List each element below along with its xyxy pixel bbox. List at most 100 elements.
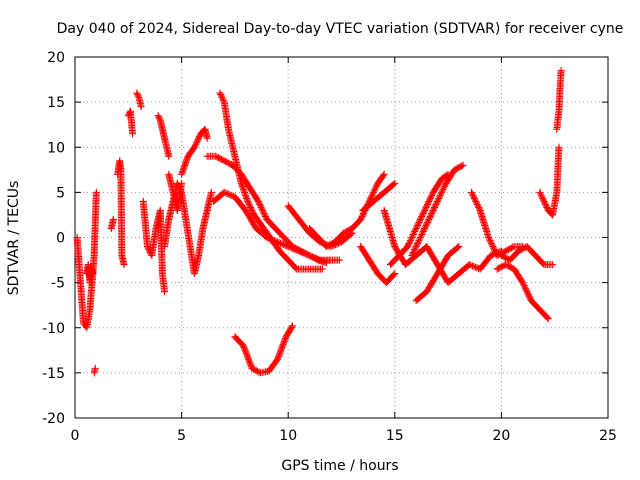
- data-point-marker: [277, 346, 285, 354]
- data-point-marker: [405, 240, 413, 248]
- data-point-marker: [423, 218, 431, 226]
- data-point-marker: [427, 211, 435, 219]
- data-point-marker: [280, 337, 288, 345]
- data-point-marker: [491, 247, 499, 255]
- data-point-marker: [423, 220, 431, 228]
- data-point-marker: [137, 101, 145, 109]
- data-point-marker: [438, 187, 446, 195]
- data-point-marker: [217, 92, 225, 100]
- data-point-marker: [537, 191, 545, 199]
- data-point-marker: [253, 195, 261, 203]
- data-point-marker: [358, 212, 366, 220]
- data-point-marker: [247, 361, 255, 369]
- data-point-marker: [290, 245, 298, 253]
- data-point-marker: [225, 190, 233, 198]
- data-point-marker: [433, 197, 441, 205]
- data-point-marker: [199, 226, 207, 234]
- data-point-marker: [328, 240, 336, 248]
- data-point-marker: [242, 349, 250, 357]
- data-point-marker: [414, 240, 422, 248]
- data-point-marker: [521, 283, 529, 291]
- data-point-marker: [272, 358, 280, 366]
- data-point-marker: [372, 182, 380, 190]
- data-point-marker: [298, 248, 306, 256]
- data-point-marker: [219, 95, 227, 103]
- data-point-marker: [245, 355, 253, 363]
- data-point-marker: [254, 367, 262, 375]
- data-point-marker: [428, 191, 436, 199]
- data-point-marker: [424, 217, 432, 225]
- data-point-marker: [409, 230, 417, 238]
- data-point-marker: [471, 196, 479, 204]
- data-point-marker: [484, 232, 492, 240]
- data-point-marker: [410, 247, 418, 255]
- data-point-marker: [408, 234, 416, 241]
- data-point-marker: [275, 351, 283, 359]
- data-point-marker: [426, 196, 434, 204]
- data-point-marker: [432, 258, 440, 266]
- data-point-marker: [470, 194, 478, 202]
- data-point-marker: [418, 212, 426, 220]
- data-point-marker: [468, 188, 476, 196]
- data-point-marker: [441, 182, 449, 190]
- data-point-marker: [258, 205, 266, 213]
- data-point-marker: [557, 68, 565, 76]
- data-point-marker: [231, 151, 239, 159]
- data-point-marker: [317, 265, 325, 273]
- data-point-marker: [312, 254, 320, 262]
- data-point-marker: [452, 245, 460, 253]
- data-point-marker: [133, 89, 141, 97]
- data-point-marker: [416, 234, 424, 241]
- data-point-marker: [487, 238, 495, 246]
- data-point-marker: [431, 203, 439, 211]
- data-point-marker: [256, 200, 264, 208]
- x-axis-label: GPS time / hours: [281, 458, 398, 474]
- data-point-marker: [431, 202, 439, 210]
- y-tick-label: -20: [42, 411, 65, 427]
- data-point-marker: [539, 194, 547, 202]
- y-tick-label: 10: [47, 140, 65, 156]
- data-point-marker: [519, 280, 527, 288]
- data-point-marker: [293, 246, 301, 254]
- data-point-marker: [472, 197, 480, 205]
- data-point-marker: [429, 206, 437, 214]
- data-point-marker: [160, 286, 168, 294]
- data-point-marker: [177, 181, 185, 189]
- data-point-marker: [372, 267, 380, 275]
- data-point-marker: [458, 162, 466, 170]
- data-point-marker: [411, 227, 419, 235]
- data-point-marker: [449, 169, 457, 177]
- data-point-marker: [280, 241, 288, 249]
- data-point-marker: [276, 349, 284, 357]
- data-point-marker: [245, 200, 253, 208]
- data-point-marker: [291, 263, 299, 271]
- data-point-marker: [418, 230, 426, 238]
- data-point-marker: [520, 282, 528, 290]
- data-point-marker: [411, 226, 419, 234]
- data-point-marker: [128, 128, 136, 136]
- data-point-marker: [189, 146, 197, 154]
- data-point-marker: [407, 235, 415, 243]
- chart-title: Day 040 of 2024, Sidereal Day-to-day VTE…: [57, 21, 624, 37]
- data-point-marker: [427, 193, 435, 201]
- data-point-marker: [369, 190, 377, 198]
- data-point-marker: [92, 190, 100, 198]
- data-point-marker: [220, 97, 228, 105]
- data-point-marker: [217, 155, 225, 163]
- data-point-marker: [379, 172, 387, 180]
- data-point-marker: [226, 191, 234, 199]
- data-point-marker: [261, 226, 269, 234]
- data-point-marker: [404, 241, 412, 249]
- data-point-marker: [473, 200, 481, 208]
- data-point-marker: [529, 249, 537, 257]
- data-point-marker: [158, 124, 166, 132]
- data-point-marker: [162, 142, 170, 150]
- data-point-marker: [281, 241, 289, 249]
- data-point-marker: [507, 244, 515, 252]
- data-point-marker: [414, 238, 422, 246]
- data-point-marker: [345, 226, 353, 234]
- data-point-marker: [454, 244, 462, 252]
- data-point-marker: [422, 221, 430, 229]
- data-point-marker: [543, 314, 551, 322]
